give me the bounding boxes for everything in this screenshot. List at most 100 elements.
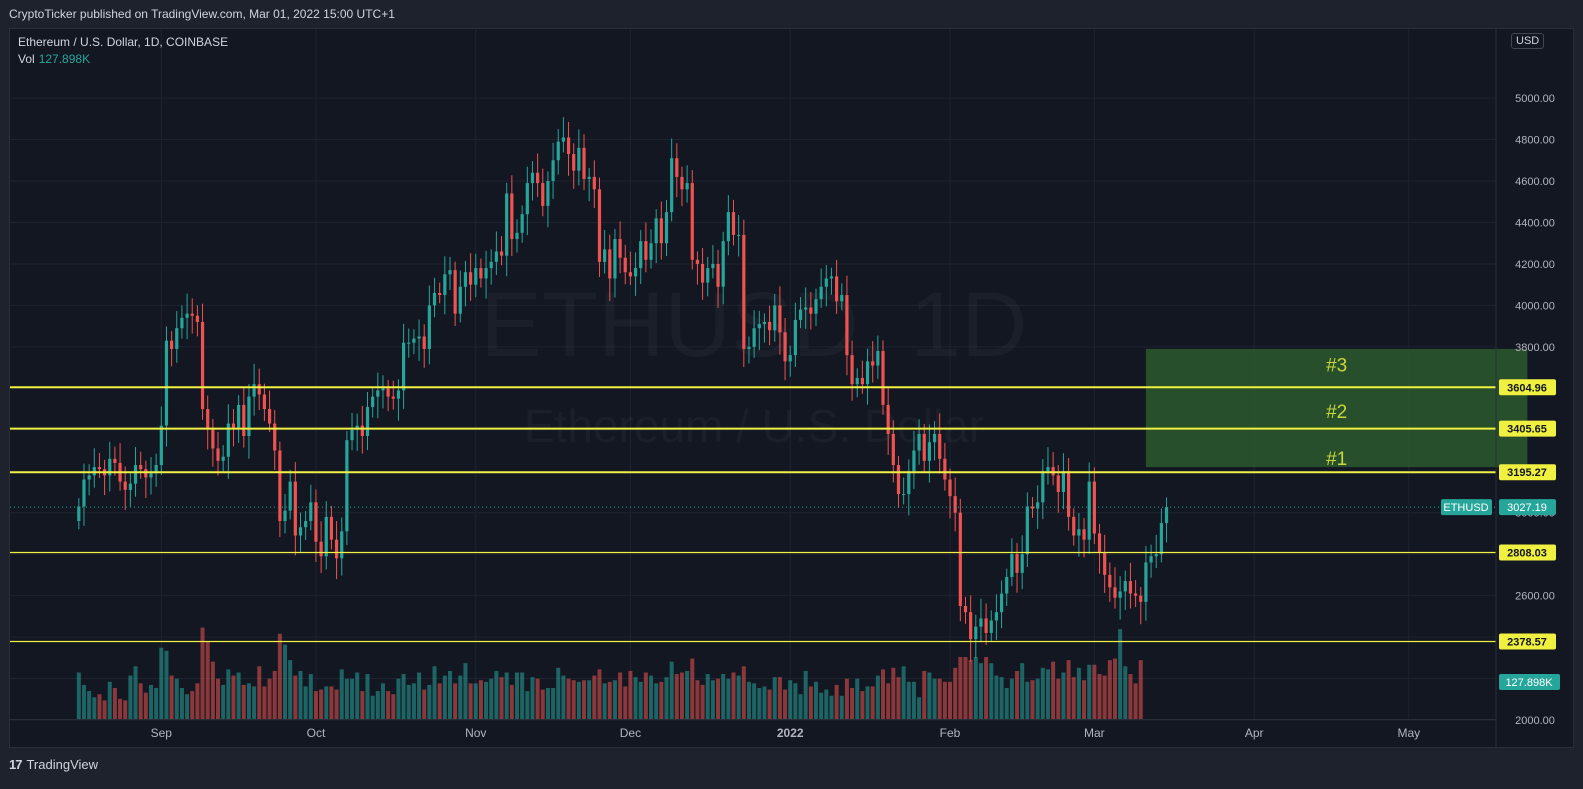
level-price-label: 2808.03 xyxy=(1507,547,1547,559)
volume-bar xyxy=(958,657,963,719)
volume-bar xyxy=(442,675,447,719)
candle-body xyxy=(664,212,669,244)
volume-bar xyxy=(834,684,839,719)
candle-body xyxy=(515,232,519,240)
candle-body xyxy=(551,160,555,182)
volume-bar xyxy=(1045,669,1050,719)
volume-bar xyxy=(1123,666,1128,719)
volume-bar xyxy=(1102,675,1107,719)
candle-body xyxy=(948,479,952,497)
candle-body xyxy=(855,377,859,385)
symbol-tag-label: ETHUSD xyxy=(1443,502,1488,514)
volume-bar xyxy=(1061,672,1066,719)
volume-bar xyxy=(1030,680,1035,719)
candle-body xyxy=(865,361,870,385)
candle-body xyxy=(97,467,102,470)
candle-body xyxy=(216,448,220,461)
chart-frame[interactable]: ETHUSD, 1D Ethereum / U.S. Dollar #3 #2 #1 20… xyxy=(9,28,1574,748)
volume-bar xyxy=(561,675,566,719)
candle-body xyxy=(943,458,947,480)
last-price-tag xyxy=(1499,499,1556,516)
volume-bar xyxy=(850,688,855,719)
volume-bar xyxy=(638,681,643,719)
candle-body xyxy=(309,502,313,521)
candle-body xyxy=(587,176,591,179)
candle-body xyxy=(541,183,545,206)
candle-body xyxy=(164,340,169,426)
level-price-label: 3604.96 xyxy=(1507,382,1547,394)
candle-body xyxy=(1036,502,1040,509)
candle-body xyxy=(628,272,633,277)
candle-body xyxy=(608,249,612,279)
volume-bar xyxy=(582,680,587,719)
last-volume-label: 127.898K xyxy=(1505,677,1553,689)
currency-button[interactable]: USD xyxy=(1511,33,1545,49)
candle-body xyxy=(536,172,540,184)
candle-body xyxy=(876,351,880,366)
candle-body xyxy=(1134,593,1138,596)
candle-body xyxy=(850,355,854,385)
y-tick-label: 4800.00 xyxy=(1515,135,1555,147)
candle-body xyxy=(989,620,993,633)
x-tick-label: Oct xyxy=(307,726,326,740)
candle-body xyxy=(613,239,617,279)
candle-body xyxy=(376,390,380,397)
candle-body xyxy=(902,494,906,496)
tradingview-logo[interactable]: 17 TradingView xyxy=(9,757,98,772)
volume-bar xyxy=(1107,660,1112,719)
level-price-tag xyxy=(1499,379,1556,396)
volume-bar xyxy=(370,695,375,719)
candle-body xyxy=(133,465,138,484)
candle-body xyxy=(407,342,411,344)
candle-body xyxy=(340,531,344,559)
volume-bar xyxy=(138,683,143,719)
candle-body xyxy=(443,274,447,296)
candle-body xyxy=(654,218,658,244)
candle-body xyxy=(1118,591,1122,598)
candle-body xyxy=(798,309,803,320)
candle-body xyxy=(690,183,694,260)
target-zone[interactable] xyxy=(1145,348,1528,468)
volume-bar xyxy=(422,689,427,719)
y-tick-label: 5000.00 xyxy=(1515,93,1555,105)
volume-bar xyxy=(350,678,355,719)
candle-body xyxy=(871,361,875,366)
candle-body xyxy=(1066,471,1071,517)
candle-body xyxy=(778,305,782,333)
symbol-tag xyxy=(1441,499,1492,516)
candle-body xyxy=(814,299,818,314)
candle-body xyxy=(417,336,421,339)
volume-bar xyxy=(246,683,251,719)
volume-bar xyxy=(891,667,896,719)
candle-body xyxy=(190,313,194,316)
candle-body xyxy=(206,409,210,428)
volume-bar xyxy=(674,674,679,719)
volume-bar xyxy=(468,683,473,719)
symbol-title[interactable]: Ethereum / U.S. Dollar, 1D, COINBASE xyxy=(18,35,229,49)
candle-body xyxy=(360,425,364,436)
candle-body xyxy=(917,433,921,451)
candle-body xyxy=(969,612,973,640)
chart-legend: Ethereum / U.S. Dollar, 1D, COINBASE Vol… xyxy=(18,34,228,68)
level-price-tag xyxy=(1499,420,1556,437)
volume-bar xyxy=(190,691,195,719)
x-tick-label: Nov xyxy=(465,726,486,740)
volume-bar xyxy=(226,669,231,719)
volume-bar xyxy=(313,691,318,719)
candle-body xyxy=(1082,529,1086,540)
candle-body xyxy=(453,270,457,314)
candle-body xyxy=(1159,523,1163,555)
candle-body xyxy=(1113,587,1117,598)
volume-bar xyxy=(623,686,628,719)
volume-bar xyxy=(793,683,798,719)
candle-body xyxy=(154,465,158,474)
volume-bar xyxy=(870,686,875,719)
volume-bar xyxy=(855,678,860,719)
volume-bar xyxy=(896,677,901,719)
volume-bar xyxy=(1071,677,1076,719)
candle-body xyxy=(953,496,957,513)
volume-bar xyxy=(989,663,994,719)
volume-bar xyxy=(267,678,272,719)
volume-bar xyxy=(994,675,999,719)
